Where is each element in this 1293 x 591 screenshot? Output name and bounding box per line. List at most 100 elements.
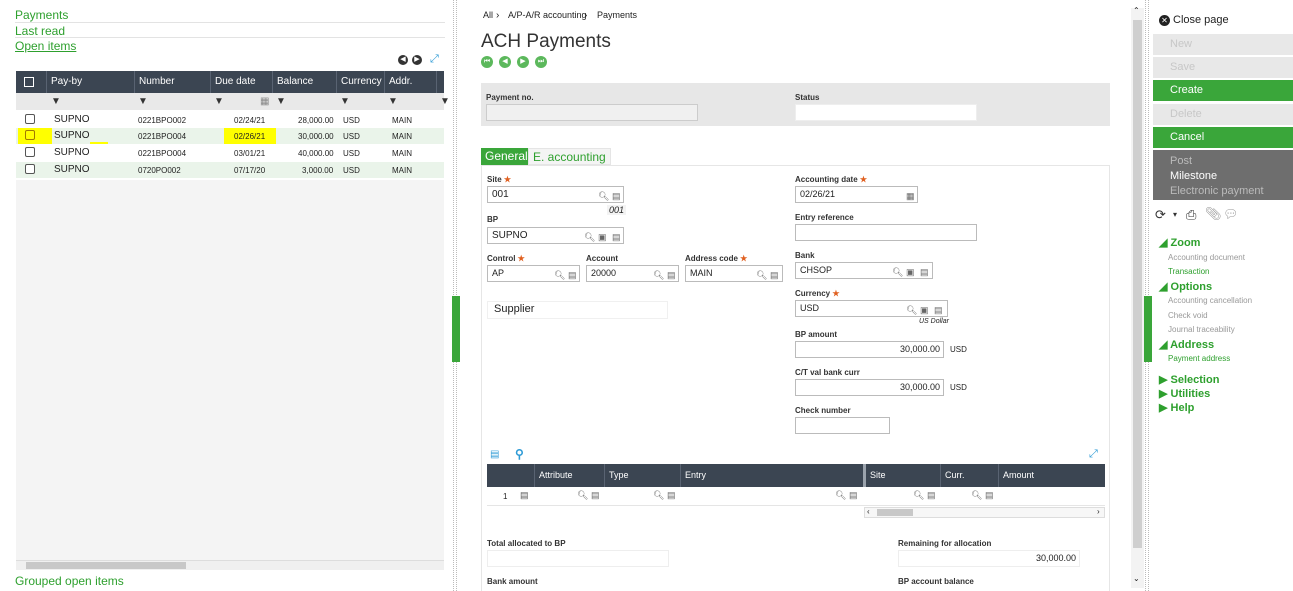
menu-accounting-cancellation[interactable]: Accounting cancellation — [1168, 296, 1253, 305]
col-currency[interactable]: Currency — [336, 71, 384, 93]
link-last-read[interactable]: Last read — [15, 24, 66, 38]
subgrid-scrollbar[interactable]: ‹ › — [864, 507, 1105, 518]
expand-icon[interactable]: ⤢ — [1089, 448, 1098, 460]
entry-reference-field[interactable] — [795, 224, 977, 241]
section-address[interactable]: ◢ Address — [1159, 339, 1215, 351]
next-record-icon[interactable]: ▶ — [517, 56, 529, 68]
tab-e-accounting[interactable]: E. accounting — [528, 148, 611, 165]
cancel-button[interactable]: Cancel — [1153, 127, 1293, 148]
control-field[interactable]: AP 🔍︎ ▤ — [487, 265, 580, 282]
row-checkbox[interactable] — [25, 114, 35, 124]
col-site[interactable]: Site — [863, 464, 940, 487]
section-utilities[interactable]: ▶ Utilities — [1159, 388, 1211, 400]
horizontal-scrollbar[interactable] — [16, 560, 444, 570]
check-number-field[interactable] — [795, 417, 890, 434]
create-button[interactable]: Create — [1153, 80, 1293, 101]
menu-payment-address[interactable]: Payment address — [1168, 354, 1231, 363]
next-icon[interactable]: ▶ — [412, 55, 422, 65]
row-checkbox[interactable] — [25, 164, 35, 174]
link-open-items[interactable]: Open items — [15, 39, 77, 53]
row-checkbox[interactable] — [25, 130, 35, 140]
search-icon[interactable]: 🔍︎ — [653, 490, 665, 500]
bank-field[interactable]: CHSOP 🔍︎ ▣ ▤ — [795, 262, 933, 279]
row-menu-icon[interactable]: ▤ — [520, 490, 529, 500]
previous-record-icon[interactable]: ◀ — [499, 56, 511, 68]
row-checkbox[interactable] — [25, 147, 35, 157]
vertical-scrollbar[interactable]: ⌃ ⌄ — [1131, 6, 1144, 588]
refresh-icon[interactable]: ⟳ — [1155, 207, 1166, 222]
table-row[interactable]: SUPNO 0221BPO004 02/26/21 30,000.00 USD … — [16, 128, 444, 144]
expand-icon[interactable]: ⤢ — [430, 53, 439, 65]
close-page-button[interactable]: Close page — [1173, 14, 1229, 26]
search-icon[interactable]: 🔍︎ — [913, 490, 925, 500]
filter-icon[interactable]: ▼ — [51, 96, 61, 107]
section-help[interactable]: ▶ Help — [1159, 402, 1195, 414]
col-attribute[interactable]: Attribute — [534, 464, 604, 487]
table-row[interactable]: SUPNO 0221BPO002 02/24/21 28,000.00 USD … — [16, 112, 444, 128]
collapse-handle[interactable] — [452, 296, 460, 362]
table-row[interactable]: SUPNO 0720PO002 07/17/20 3,000.00 USD MA… — [16, 162, 444, 178]
close-icon[interactable]: ✕ — [1159, 15, 1170, 26]
site-field[interactable]: 001 🔍︎ ▤ — [487, 186, 624, 203]
scroll-up-icon[interactable]: ⌃ — [1133, 6, 1140, 15]
filter-icon[interactable]: ▼ — [276, 96, 286, 107]
col-type[interactable]: Type — [604, 464, 680, 487]
subgrid-row[interactable]: 1 ▤ 🔍︎ ▤ 🔍︎ ▤ 🔍︎ ▤ 🔍︎ ▤ 🔍︎ ▤ — [487, 487, 1105, 506]
col-amount[interactable]: Amount — [998, 464, 1105, 487]
scroll-right-icon[interactable]: › — [1097, 507, 1100, 516]
payment-no-field[interactable] — [486, 104, 698, 121]
section-zoom[interactable]: ◢ Zoom — [1159, 237, 1201, 249]
accounting-date-field[interactable]: 02/26/21 ▦ — [795, 186, 918, 203]
section-options[interactable]: ◢ Options — [1159, 281, 1213, 293]
detail-icon[interactable]: ▤ — [927, 490, 936, 500]
detail-icon[interactable]: ▤ — [849, 490, 858, 500]
right-panel-handle[interactable] — [1144, 296, 1152, 362]
last-record-icon[interactable]: ⏭ — [535, 56, 547, 68]
col-number[interactable]: Number — [134, 71, 210, 93]
menu-journal-traceability[interactable]: Journal traceability — [1168, 325, 1235, 334]
breadcrumb-all[interactable]: All — [483, 10, 494, 20]
filter-icon[interactable]: ▼ — [340, 96, 350, 107]
dropdown-icon[interactable]: ▾ — [1173, 210, 1178, 219]
col-payby[interactable]: Pay-by — [46, 71, 134, 93]
detail-icon[interactable]: ▤ — [591, 490, 600, 500]
currency-field[interactable]: USD 🔍︎ ▣ ▤ — [795, 300, 948, 317]
scroll-down-icon[interactable]: ⌄ — [1133, 574, 1140, 583]
menu-accounting-document[interactable]: Accounting document — [1168, 253, 1245, 262]
first-record-icon[interactable]: ⏮ — [481, 56, 493, 68]
calendar-icon[interactable]: ▦ — [260, 96, 270, 107]
milestone-button[interactable]: Milestone — [1170, 170, 1218, 182]
filter-icon[interactable]: ▼ — [214, 96, 224, 107]
save-button[interactable]: Save — [1153, 57, 1293, 78]
address-code-field[interactable]: MAIN 🔍︎ ▤ — [685, 265, 783, 282]
grid-options-icon[interactable]: ▤ — [490, 449, 500, 460]
menu-transaction[interactable]: Transaction — [1168, 267, 1210, 276]
scroll-thumb[interactable] — [1133, 20, 1142, 548]
section-selection[interactable]: ▶ Selection — [1159, 374, 1220, 386]
tab-general[interactable]: General — [481, 148, 532, 165]
col-curr[interactable]: Curr. — [940, 464, 998, 487]
delete-button[interactable]: Delete — [1153, 104, 1293, 125]
link-grouped-open-items[interactable]: Grouped open items — [15, 574, 124, 588]
search-icon[interactable]: 🔍︎ — [835, 490, 847, 500]
filter-icon[interactable]: ▼ — [138, 96, 148, 107]
col-balance[interactable]: Balance — [272, 71, 336, 93]
scroll-thumb[interactable] — [26, 562, 186, 569]
breadcrumb-ap-ar[interactable]: A/P-A/R accounting — [508, 10, 587, 20]
prev-icon[interactable]: ◀ — [398, 55, 408, 65]
col-addr[interactable]: Addr. — [384, 71, 436, 93]
link-payments[interactable]: Payments — [15, 8, 69, 22]
account-field[interactable]: 20000 🔍︎ ▤ — [586, 265, 679, 282]
select-all-cell[interactable] — [16, 71, 46, 93]
menu-check-void[interactable]: Check void — [1168, 311, 1208, 320]
detail-icon[interactable]: ▤ — [667, 490, 676, 500]
search-icon[interactable]: 🔍︎ — [577, 490, 589, 500]
scroll-left-icon[interactable]: ‹ — [867, 507, 870, 516]
electronic-payment-button[interactable]: Electronic payment — [1170, 185, 1264, 197]
table-row[interactable]: SUPNO 0221BPO004 03/01/21 40,000.00 USD … — [16, 145, 444, 161]
new-button[interactable]: New — [1153, 34, 1293, 55]
col-due-date[interactable]: Due date — [210, 71, 272, 93]
panel-splitter[interactable] — [1145, 0, 1149, 591]
filter-icon[interactable]: ▼ — [440, 96, 450, 107]
filter-icon[interactable]: ▼ — [388, 96, 398, 107]
